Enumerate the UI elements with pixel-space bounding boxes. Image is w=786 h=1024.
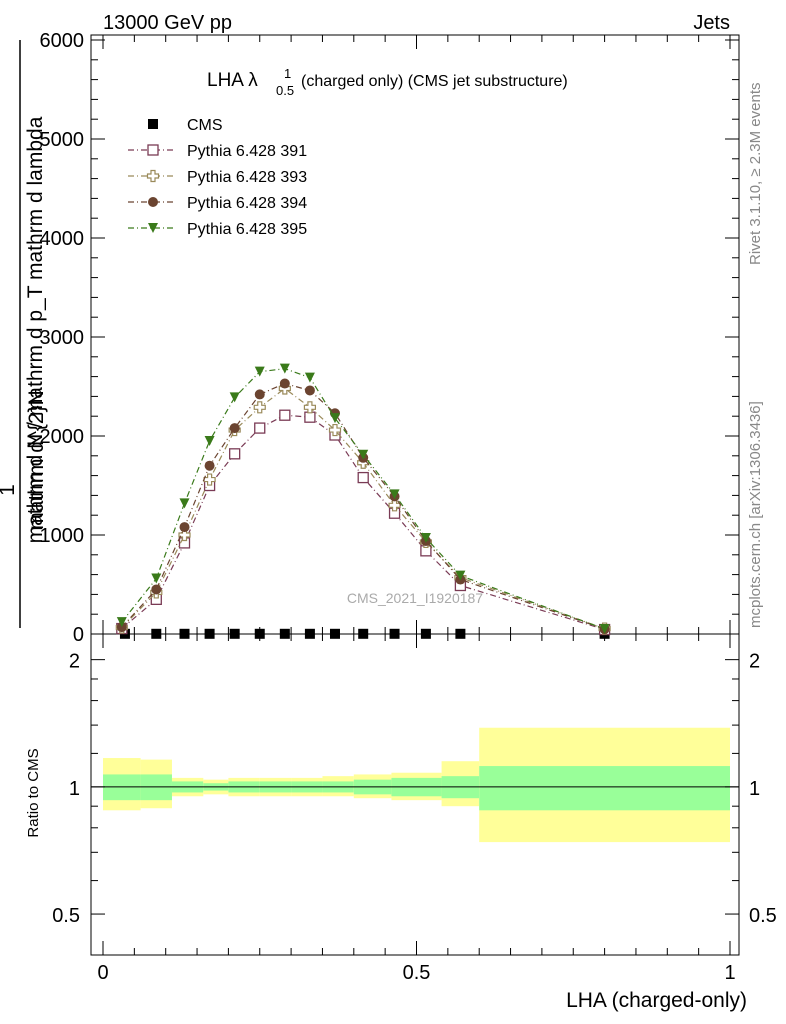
ratio-y-tick-label-right: 0.5 (749, 905, 777, 927)
data-point (328, 423, 342, 437)
data-point (179, 522, 190, 533)
legend-marker (148, 223, 158, 233)
data-point (178, 528, 191, 542)
data-point (389, 489, 400, 500)
svg-text:1: 1 (0, 484, 19, 496)
ratio-y-tick-label: 2 (69, 651, 80, 673)
data-point (279, 409, 291, 421)
data-point (279, 363, 290, 374)
svg-text:0.5: 0.5 (276, 83, 294, 98)
ratio-frame (90, 633, 740, 956)
ratio-bands (91, 727, 739, 843)
data-point (420, 628, 431, 639)
data-point (254, 366, 265, 377)
header-left: 13000 GeV pp (103, 12, 232, 34)
data-point (358, 449, 369, 460)
watermark: CMS_2021_I1920187 (347, 590, 483, 606)
series-line (121, 387, 605, 630)
y-tick-label: 6000 (40, 30, 85, 52)
data-point (253, 401, 266, 414)
data-point (304, 372, 315, 383)
header-right: Jets (693, 12, 730, 34)
data-point (329, 413, 340, 424)
data-point (229, 448, 241, 460)
main-y-label: 1 mathrm d^{2}N mathrm d N / mathrm d p_… (0, 40, 48, 628)
legend-label: CMS (187, 117, 223, 134)
y-tick-label: 5000 (40, 129, 85, 151)
data-point (420, 532, 431, 543)
data-point (151, 573, 162, 584)
ratio-ticks: 0.5 0.5 1 1 2 2 0 0.5 1 (52, 634, 777, 984)
data-point (229, 628, 240, 639)
data-point (455, 628, 466, 639)
data-point (229, 392, 240, 403)
data-point (204, 628, 215, 639)
data-point (389, 628, 400, 639)
svg-text:mathrm d^{2}N: mathrm d^{2}N (25, 390, 48, 529)
svg-text:(charged only) (CMS jet substr: (charged only) (CMS jet substructure) (301, 73, 568, 90)
x-axis-label: LHA (charged-only) (566, 989, 747, 1012)
ratio-y-label: Ratio to CMS (25, 748, 42, 837)
inner-band-bin (479, 766, 730, 811)
y-tick-label: 3000 (40, 327, 85, 349)
data-point (388, 499, 401, 512)
y-tick-label: 0 (73, 624, 84, 646)
data-point (204, 435, 215, 446)
series-line (121, 382, 605, 630)
x-tick-label: 1 (724, 962, 735, 984)
data-point (254, 389, 265, 400)
legend-marker (148, 197, 158, 207)
series-4 (116, 363, 610, 635)
data-point (279, 628, 290, 639)
data-point (279, 378, 290, 389)
x-tick-label: 0.5 (403, 962, 431, 984)
svg-text:mathrm d N / mathrm d p_T math: mathrm d N / mathrm d p_T mathrm d lambd… (24, 116, 47, 543)
data-point (455, 570, 466, 581)
y-tick-label: 2000 (40, 426, 85, 448)
series-layer (115, 363, 611, 639)
ratio-y-tick-label-right: 1 (749, 778, 760, 800)
data-point (357, 471, 369, 484)
series-line (121, 368, 605, 630)
data-point (304, 385, 315, 396)
data-point (304, 411, 316, 423)
data-point (304, 628, 315, 639)
ratio-y-tick-label: 0.5 (52, 905, 80, 927)
ratio-y-tick-label: 1 (69, 778, 80, 800)
legend-label: Pythia 6.428 395 (187, 221, 307, 238)
data-point (116, 617, 127, 628)
legend-marker (146, 169, 160, 183)
legend-label: Pythia 6.428 391 (187, 143, 307, 160)
y-tick-label: 4000 (40, 228, 85, 250)
data-point (303, 401, 317, 414)
chart-title: LHA λ 1 0.5 (charged only) (CMS jet subs… (207, 66, 568, 98)
data-point (229, 423, 240, 434)
ratio-y-tick-label-right: 2 (749, 651, 760, 673)
mcplots-note: mcplots.cern.ch [arXiv:1306.3436] (747, 401, 764, 628)
data-point (358, 628, 369, 639)
legend-marker (147, 144, 159, 156)
data-point (204, 460, 215, 471)
main-ticks: 0 1000 2000 3000 4000 5000 6000 (40, 30, 739, 646)
legend-label: Pythia 6.428 394 (187, 195, 307, 212)
data-point (179, 628, 190, 639)
svg-text:LHA λ: LHA λ (207, 70, 258, 91)
rivet-note: Rivet 3.1.10, ≥ 2.3M events (747, 83, 764, 266)
data-point (599, 624, 610, 635)
data-point (329, 628, 340, 639)
data-point (151, 584, 162, 595)
legend: CMS Pythia 6.428 391 Pythia 6.428 393 Pythi… (128, 117, 307, 238)
legend-marker (148, 119, 158, 129)
legend-label: Pythia 6.428 393 (187, 169, 307, 186)
data-point (151, 628, 162, 639)
data-point (203, 473, 216, 486)
data-point (254, 628, 265, 639)
data-point (179, 498, 190, 509)
x-tick-label: 0 (97, 962, 108, 984)
y-tick-label: 1000 (40, 525, 85, 547)
data-point (254, 422, 266, 434)
svg-text:1: 1 (284, 66, 291, 81)
